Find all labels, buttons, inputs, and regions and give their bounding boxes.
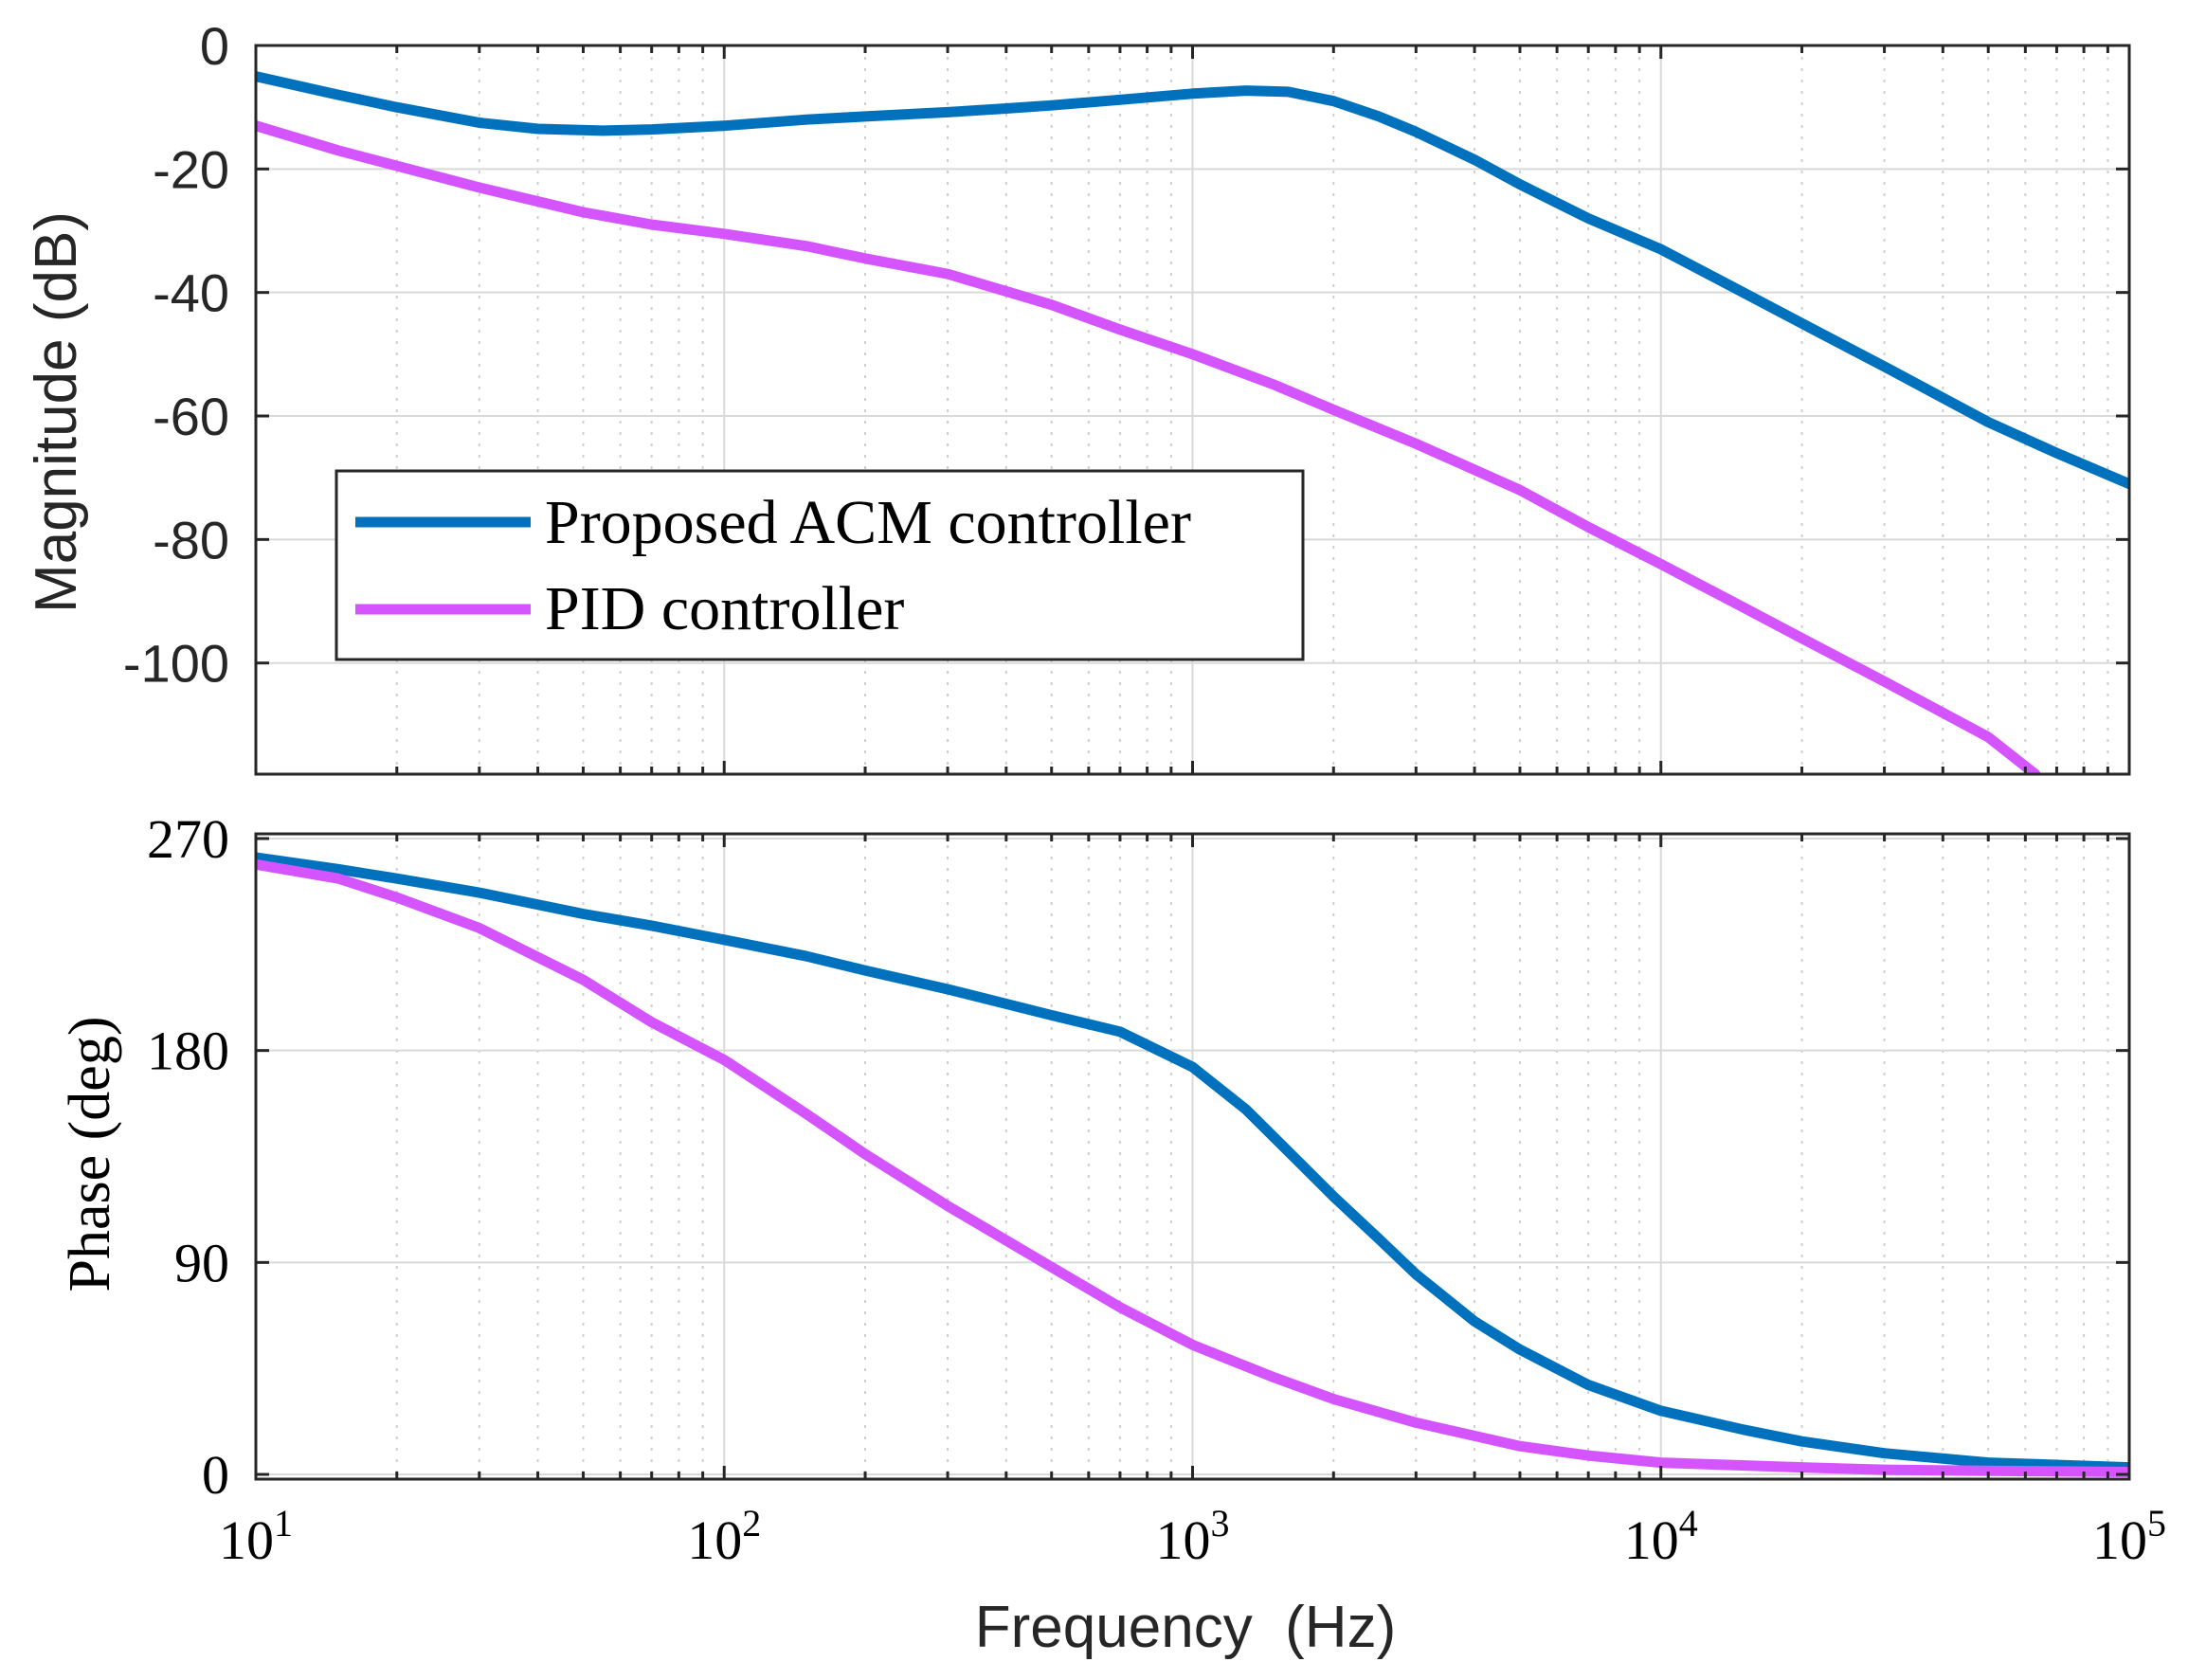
phase-series-pid-controller [256, 858, 2129, 1477]
magnitude-y-tick-label: -80 [153, 510, 229, 569]
magnitude-series-group [256, 71, 2129, 774]
magnitude-y-tick-label: -20 [153, 139, 229, 199]
magnitude-y-tick-label: -100 [123, 634, 229, 694]
magnitude-y-tick-label: -40 [153, 263, 229, 323]
legend-label-pid: PID controller [545, 574, 904, 643]
frequency-axis-label: Frequency (Hz) [975, 1595, 1396, 1660]
x-tick-label-exponent: 1 [274, 1502, 293, 1545]
x-tick-label: 101 [219, 1502, 293, 1571]
phase-y-tick-label: 270 [147, 808, 229, 870]
x-tick-label: 105 [2092, 1502, 2166, 1571]
legend-box [335, 469, 1305, 661]
phase-axes-frame [254, 832, 2131, 1481]
x-tick-label-base: 10 [1624, 1509, 1679, 1571]
phase-grid [256, 834, 2129, 1479]
x-tick-label-base: 10 [687, 1509, 742, 1571]
phase-axis-label: Phase (deg) [58, 1017, 122, 1292]
axes-frames [254, 44, 2131, 1481]
x-tick-label-exponent: 4 [1679, 1502, 1698, 1545]
x-tick-label-exponent: 3 [1211, 1502, 1230, 1545]
magnitude-series-pid-controller [256, 120, 2041, 774]
phase-series-proposed-acm-controller [256, 852, 2129, 1473]
legend-label-proposed-acm: Proposed ACM controller [545, 488, 1191, 557]
phase-y-tick-label: 90 [174, 1232, 229, 1293]
x-tick-label-exponent: 2 [742, 1502, 761, 1545]
magnitude-y-tick-label: -60 [153, 387, 229, 446]
magnitude-y-tick-label: 0 [200, 16, 229, 76]
x-tick-label-exponent: 5 [2147, 1502, 2166, 1545]
x-tick-label-base: 10 [219, 1509, 274, 1571]
phase-y-tick-label: 0 [202, 1444, 229, 1506]
magnitude-axes-frame [254, 44, 2131, 776]
legend: Proposed ACM controller PID controller [335, 469, 1305, 661]
magnitude-axis-label: Magnitude (dB) [24, 211, 89, 613]
x-tick-label-base: 10 [2092, 1509, 2147, 1571]
phase-y-tick-label: 180 [147, 1021, 229, 1082]
x-tick-label-base: 10 [1156, 1509, 1211, 1571]
x-tick-label: 104 [1624, 1502, 1698, 1571]
magnitude-series-proposed-acm-controller [256, 71, 2129, 490]
x-tick-label: 103 [1156, 1502, 1230, 1571]
phase-series-group [256, 852, 2129, 1477]
x-tick-label: 102 [687, 1502, 761, 1571]
